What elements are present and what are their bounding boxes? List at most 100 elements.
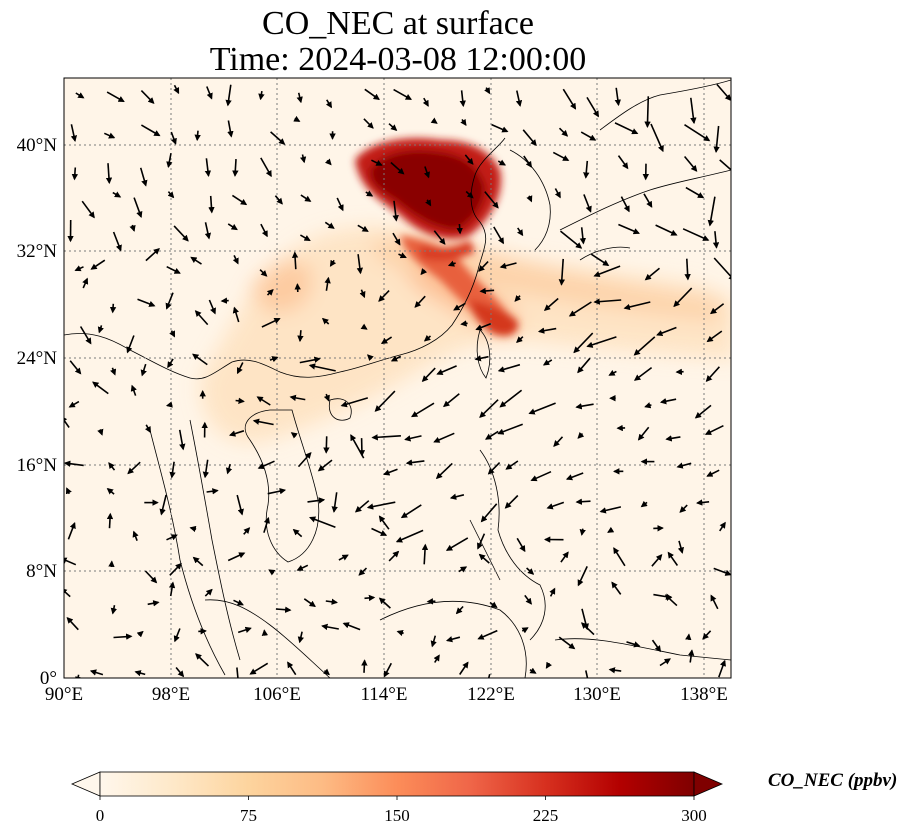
wind-arrow	[208, 299, 216, 315]
y-axis-labels: 0° 8°N 16°N 24°N 32°N 40°N	[17, 135, 58, 689]
wind-arrow	[677, 540, 684, 554]
wind-arrow	[365, 190, 374, 197]
wind-arrow	[204, 588, 213, 597]
wind-arrow	[683, 155, 698, 172]
gridlines	[64, 78, 731, 678]
y-tick-label: 8°N	[26, 561, 57, 582]
wind-arrow	[453, 302, 466, 311]
wind-arrow	[423, 334, 432, 342]
y-tick-label: 0°	[40, 668, 57, 689]
wind-arrow	[308, 363, 336, 372]
wind-arrow	[599, 506, 622, 514]
wind-arrow	[299, 356, 321, 364]
wind-arrow	[554, 188, 561, 199]
wind-arrow	[206, 488, 219, 495]
wind-arrow	[487, 674, 491, 678]
wind-arrow	[192, 353, 208, 366]
wind-arrow	[173, 84, 180, 95]
colorbar-tick: 75	[240, 806, 257, 825]
wind-arrow	[537, 327, 557, 334]
wind-arrow	[713, 125, 720, 153]
wind-arrow	[263, 516, 270, 533]
wind-arrow	[516, 227, 524, 237]
colorbar-label: CO_NEC (ppbv)	[768, 770, 898, 791]
wind-arrow	[455, 605, 464, 615]
wind-arrow	[633, 336, 656, 356]
wind-arrow	[478, 553, 490, 564]
wind-arrow	[685, 633, 692, 641]
wind-arrow	[292, 528, 303, 538]
wind-arrow	[493, 226, 504, 245]
wind-arrow	[79, 326, 92, 345]
wind-arrow	[66, 616, 79, 631]
wind-arrow	[249, 662, 269, 675]
x-tick-label: 122°E	[467, 684, 515, 705]
y-tick-label: 24°N	[17, 348, 58, 369]
wind-arrow	[297, 330, 304, 343]
colorbar-extend-min	[70, 771, 101, 797]
wind-arrow	[206, 86, 213, 100]
wind-arrow	[112, 231, 122, 252]
wind-arrow	[106, 487, 115, 495]
wind-arrow	[505, 460, 519, 470]
wind-arrow	[436, 365, 457, 375]
wind-arrow	[108, 462, 116, 471]
wind-arrow	[459, 661, 469, 675]
wind-arrow	[395, 529, 424, 543]
x-tick-label: 138°E	[680, 684, 728, 705]
wind-arrow	[565, 472, 584, 481]
wind-arrow	[225, 84, 232, 107]
wind-arrow	[521, 627, 529, 634]
wind-arrow	[479, 287, 495, 295]
wind-arrow	[425, 199, 432, 207]
wind-arrow	[558, 636, 576, 650]
wind-arrow	[189, 525, 197, 533]
wind-arrow	[445, 537, 469, 551]
wind-arrow	[705, 366, 720, 382]
wind-arrow	[485, 430, 499, 440]
wind-arrow	[208, 195, 215, 214]
wind-arrow	[323, 436, 330, 454]
wind-arrow	[421, 543, 429, 565]
wind-arrow	[321, 317, 330, 325]
wind-arrow	[585, 670, 589, 678]
wind-arrow	[422, 97, 429, 107]
wind-arrow	[232, 306, 240, 323]
wind-arrow	[293, 115, 301, 122]
wind-arrow	[363, 118, 374, 129]
wind-arrow	[110, 367, 117, 376]
wind-arrow	[477, 533, 486, 550]
wind-arrow	[195, 653, 210, 667]
colorbar-tick: 225	[533, 806, 559, 825]
wind-arrow	[296, 92, 303, 104]
wind-arrow	[617, 155, 629, 170]
wind-arrow	[324, 221, 335, 229]
wind-arrow	[290, 432, 298, 439]
wind-arrow	[575, 403, 594, 410]
wind-arrow	[433, 654, 440, 663]
wind-arrow	[586, 336, 617, 348]
wind-arrow	[607, 526, 615, 533]
wind-arrow	[331, 492, 338, 513]
wind-arrow	[227, 120, 234, 138]
wind-arrow	[359, 289, 366, 299]
wind-arrow	[608, 369, 617, 376]
wind-arrow	[651, 554, 663, 567]
map-frame	[63, 77, 732, 679]
wind-arrow	[383, 662, 393, 678]
wind-arrow	[364, 88, 380, 101]
wind-arrow	[583, 160, 590, 179]
wind-arrow	[477, 629, 498, 640]
wind-arrow	[167, 191, 175, 199]
wind-arrow	[579, 528, 586, 536]
wind-arrow	[324, 158, 332, 166]
wind-arrow	[291, 251, 299, 270]
wind-arrow	[456, 223, 463, 235]
wind-arrow	[447, 260, 456, 267]
wind-arrow	[169, 562, 182, 576]
wind-arrow	[499, 262, 517, 269]
wind-arrow	[198, 628, 207, 635]
wind-arrow	[497, 363, 521, 373]
wind-arrow	[608, 667, 622, 674]
wind-arrow	[484, 191, 499, 209]
